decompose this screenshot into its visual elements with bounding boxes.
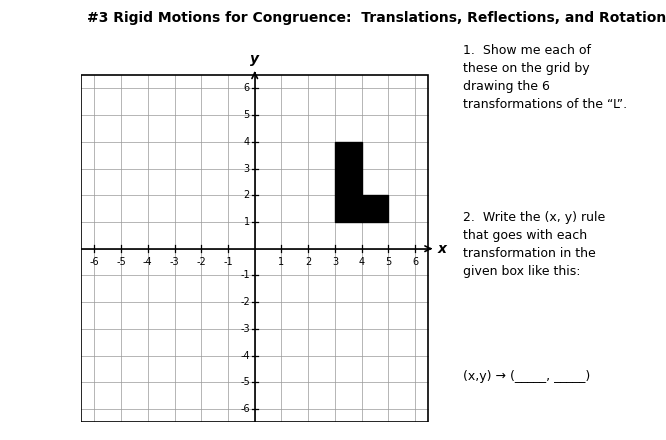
Text: x: x xyxy=(438,242,446,256)
Text: 6: 6 xyxy=(244,83,250,93)
Text: 5: 5 xyxy=(244,110,250,120)
Polygon shape xyxy=(362,195,388,222)
Text: -2: -2 xyxy=(240,297,250,307)
Text: 2: 2 xyxy=(244,190,250,200)
Text: 1: 1 xyxy=(278,257,284,267)
Text: 3: 3 xyxy=(244,164,250,173)
Text: 5: 5 xyxy=(385,257,392,267)
Polygon shape xyxy=(335,142,362,222)
Text: #3 Rigid Motions for Congruence:  Translations, Reflections, and Rotations: #3 Rigid Motions for Congruence: Transla… xyxy=(87,11,666,25)
Text: -5: -5 xyxy=(240,378,250,387)
Text: -6: -6 xyxy=(89,257,99,267)
Text: -2: -2 xyxy=(196,257,206,267)
Text: -4: -4 xyxy=(143,257,153,267)
Text: 1.  Show me each of
these on the grid by
drawing the 6
transformations of the “L: 1. Show me each of these on the grid by … xyxy=(463,44,627,111)
Text: -1: -1 xyxy=(223,257,233,267)
Text: 4: 4 xyxy=(244,137,250,147)
Text: -4: -4 xyxy=(240,351,250,361)
Text: 1: 1 xyxy=(244,217,250,227)
Text: -1: -1 xyxy=(240,271,250,280)
Text: 2.  Write the (x, y) rule
that goes with each
transformation in the
given box li: 2. Write the (x, y) rule that goes with … xyxy=(463,211,605,278)
Text: 4: 4 xyxy=(358,257,365,267)
Text: y: y xyxy=(250,52,259,66)
Text: (x,y) → (_____, _____): (x,y) → (_____, _____) xyxy=(463,370,590,383)
Text: 3: 3 xyxy=(332,257,338,267)
Text: 2: 2 xyxy=(305,257,311,267)
Text: -6: -6 xyxy=(240,404,250,414)
Text: -5: -5 xyxy=(117,257,126,267)
Text: -3: -3 xyxy=(240,324,250,334)
Text: -3: -3 xyxy=(170,257,179,267)
Text: 6: 6 xyxy=(412,257,418,267)
